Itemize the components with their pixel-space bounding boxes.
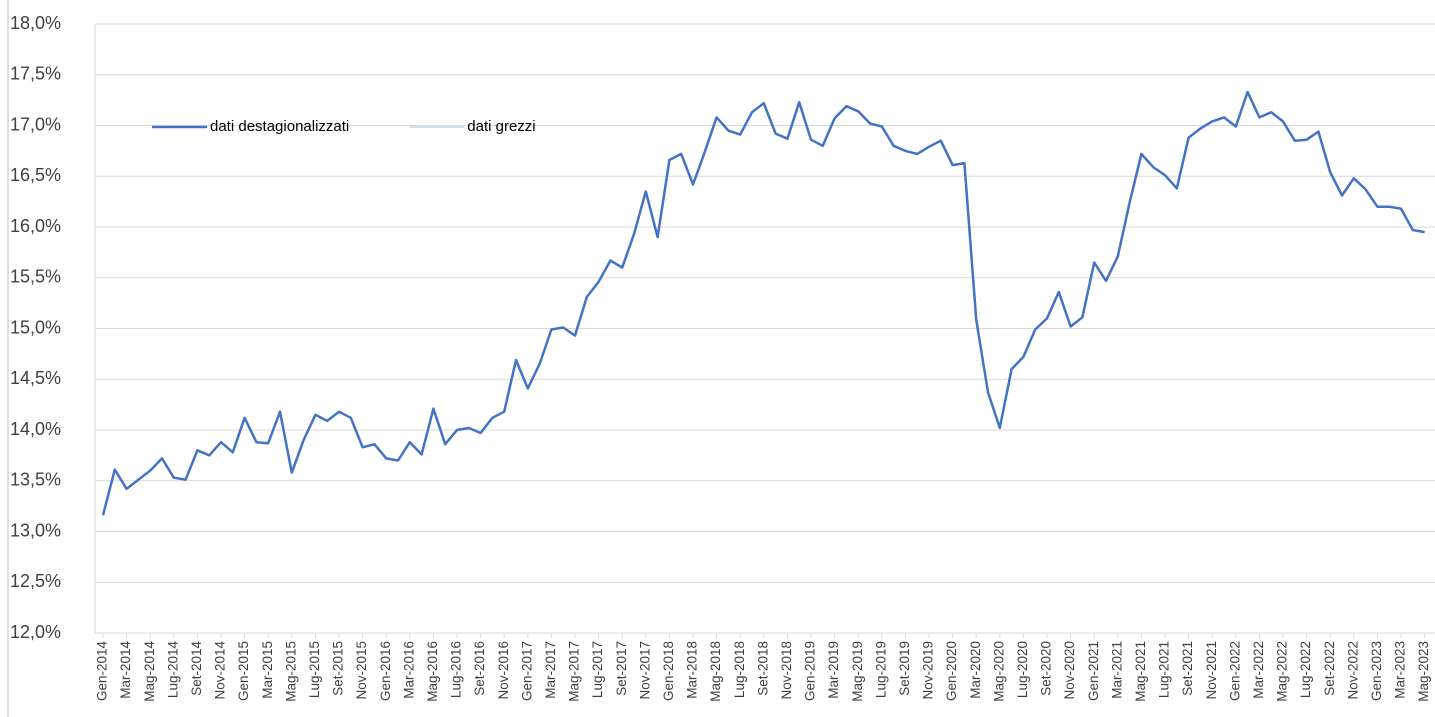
y-tick-label: 17,0% — [10, 114, 61, 134]
x-tick-label: Mag-2022 — [1275, 641, 1290, 702]
x-tick-label: Mag-2020 — [991, 641, 1006, 702]
y-tick-label: 14,5% — [10, 368, 61, 388]
y-tick-label: 15,5% — [10, 267, 61, 287]
x-tick-label: Set-2018 — [755, 641, 770, 696]
x-tick-label: Mag-2017 — [567, 641, 582, 702]
x-tick-label: Mar-2014 — [118, 641, 133, 699]
x-tick-label: Gen-2017 — [519, 641, 534, 701]
x-tick-label: Gen-2020 — [944, 641, 959, 701]
y-tick-label: 14,0% — [10, 419, 61, 439]
x-tick-label: Mar-2016 — [401, 641, 416, 699]
x-tick-label: Nov-2022 — [1345, 641, 1360, 700]
y-tick-label: 15,0% — [10, 317, 61, 337]
x-tick-label: Set-2014 — [189, 641, 204, 696]
x-tick-label: Gen-2018 — [661, 641, 676, 701]
x-tick-label: Set-2019 — [897, 641, 912, 696]
x-tick-label: Set-2022 — [1322, 641, 1337, 696]
y-tick-label: 12,5% — [10, 571, 61, 591]
x-tick-label: Lug-2018 — [732, 641, 747, 698]
x-tick-label: Lug-2017 — [590, 641, 605, 698]
y-tick-label: 13,0% — [10, 520, 61, 540]
x-tick-label: Set-2017 — [614, 641, 629, 696]
x-tick-label: Mag-2015 — [283, 641, 298, 702]
x-tick-label: Nov-2016 — [496, 641, 511, 700]
x-tick-label: Nov-2017 — [637, 641, 652, 700]
x-tick-label: Gen-2022 — [1227, 641, 1242, 701]
x-tick-label: Gen-2019 — [803, 641, 818, 701]
y-tick-label: 18,0% — [10, 13, 61, 33]
x-tick-label: Mag-2021 — [1133, 641, 1148, 702]
x-tick-label: Mar-2021 — [1109, 641, 1124, 699]
x-tick-label: Mar-2023 — [1393, 641, 1408, 699]
x-tick-label: Lug-2015 — [307, 641, 322, 698]
x-tick-label: Lug-2014 — [165, 641, 180, 699]
x-tick-label: Gen-2021 — [1086, 641, 1101, 701]
x-tick-label: Nov-2019 — [921, 641, 936, 700]
x-tick-label: Gen-2016 — [378, 641, 393, 701]
x-tick-label: Mar-2020 — [968, 641, 983, 699]
x-tick-label: Set-2021 — [1180, 641, 1195, 696]
x-tick-label: Mag-2018 — [708, 641, 723, 702]
x-tick-label: Gen-2014 — [95, 641, 110, 702]
x-tick-label: Mar-2022 — [1251, 641, 1266, 699]
y-tick-label: 17,5% — [10, 64, 61, 84]
x-tick-label: Nov-2014 — [213, 641, 228, 700]
x-tick-label: Mar-2017 — [543, 641, 558, 699]
legend-label: dati destagionalizzati — [210, 118, 349, 135]
x-tick-label: Mar-2018 — [685, 641, 700, 699]
x-tick-label: Mag-2016 — [425, 641, 440, 702]
y-tick-label: 16,0% — [10, 216, 61, 236]
x-tick-label: Lug-2022 — [1298, 641, 1313, 698]
x-tick-label: Set-2016 — [472, 641, 487, 696]
x-tick-label: Mar-2015 — [260, 641, 275, 699]
x-tick-label: Lug-2020 — [1015, 641, 1030, 698]
x-tick-label: Lug-2016 — [449, 641, 464, 698]
x-tick-label: Nov-2020 — [1062, 641, 1077, 700]
x-tick-label: Mar-2019 — [826, 641, 841, 699]
y-tick-label: 16,5% — [10, 165, 61, 185]
x-tick-label: Set-2015 — [331, 641, 346, 696]
x-tick-label: Set-2020 — [1039, 641, 1054, 696]
x-tick-label: Mag-2019 — [850, 641, 865, 702]
x-tick-label: Nov-2021 — [1204, 641, 1219, 700]
y-tick-label: 12,0% — [10, 622, 61, 642]
x-tick-label: Mag-2014 — [142, 641, 157, 702]
x-tick-label: Mag-2023 — [1416, 641, 1431, 702]
x-tick-label: Nov-2015 — [354, 641, 369, 700]
y-tick-label: 13,5% — [10, 470, 61, 490]
x-tick-label: Lug-2021 — [1157, 641, 1172, 698]
x-tick-label: Lug-2019 — [873, 641, 888, 698]
series-line — [101, 90, 1425, 516]
x-tick-label: Nov-2018 — [779, 641, 794, 700]
legend-label: dati grezzi — [467, 118, 535, 135]
x-tick-label: Gen-2023 — [1369, 641, 1384, 701]
x-tick-label: Gen-2015 — [236, 641, 251, 701]
